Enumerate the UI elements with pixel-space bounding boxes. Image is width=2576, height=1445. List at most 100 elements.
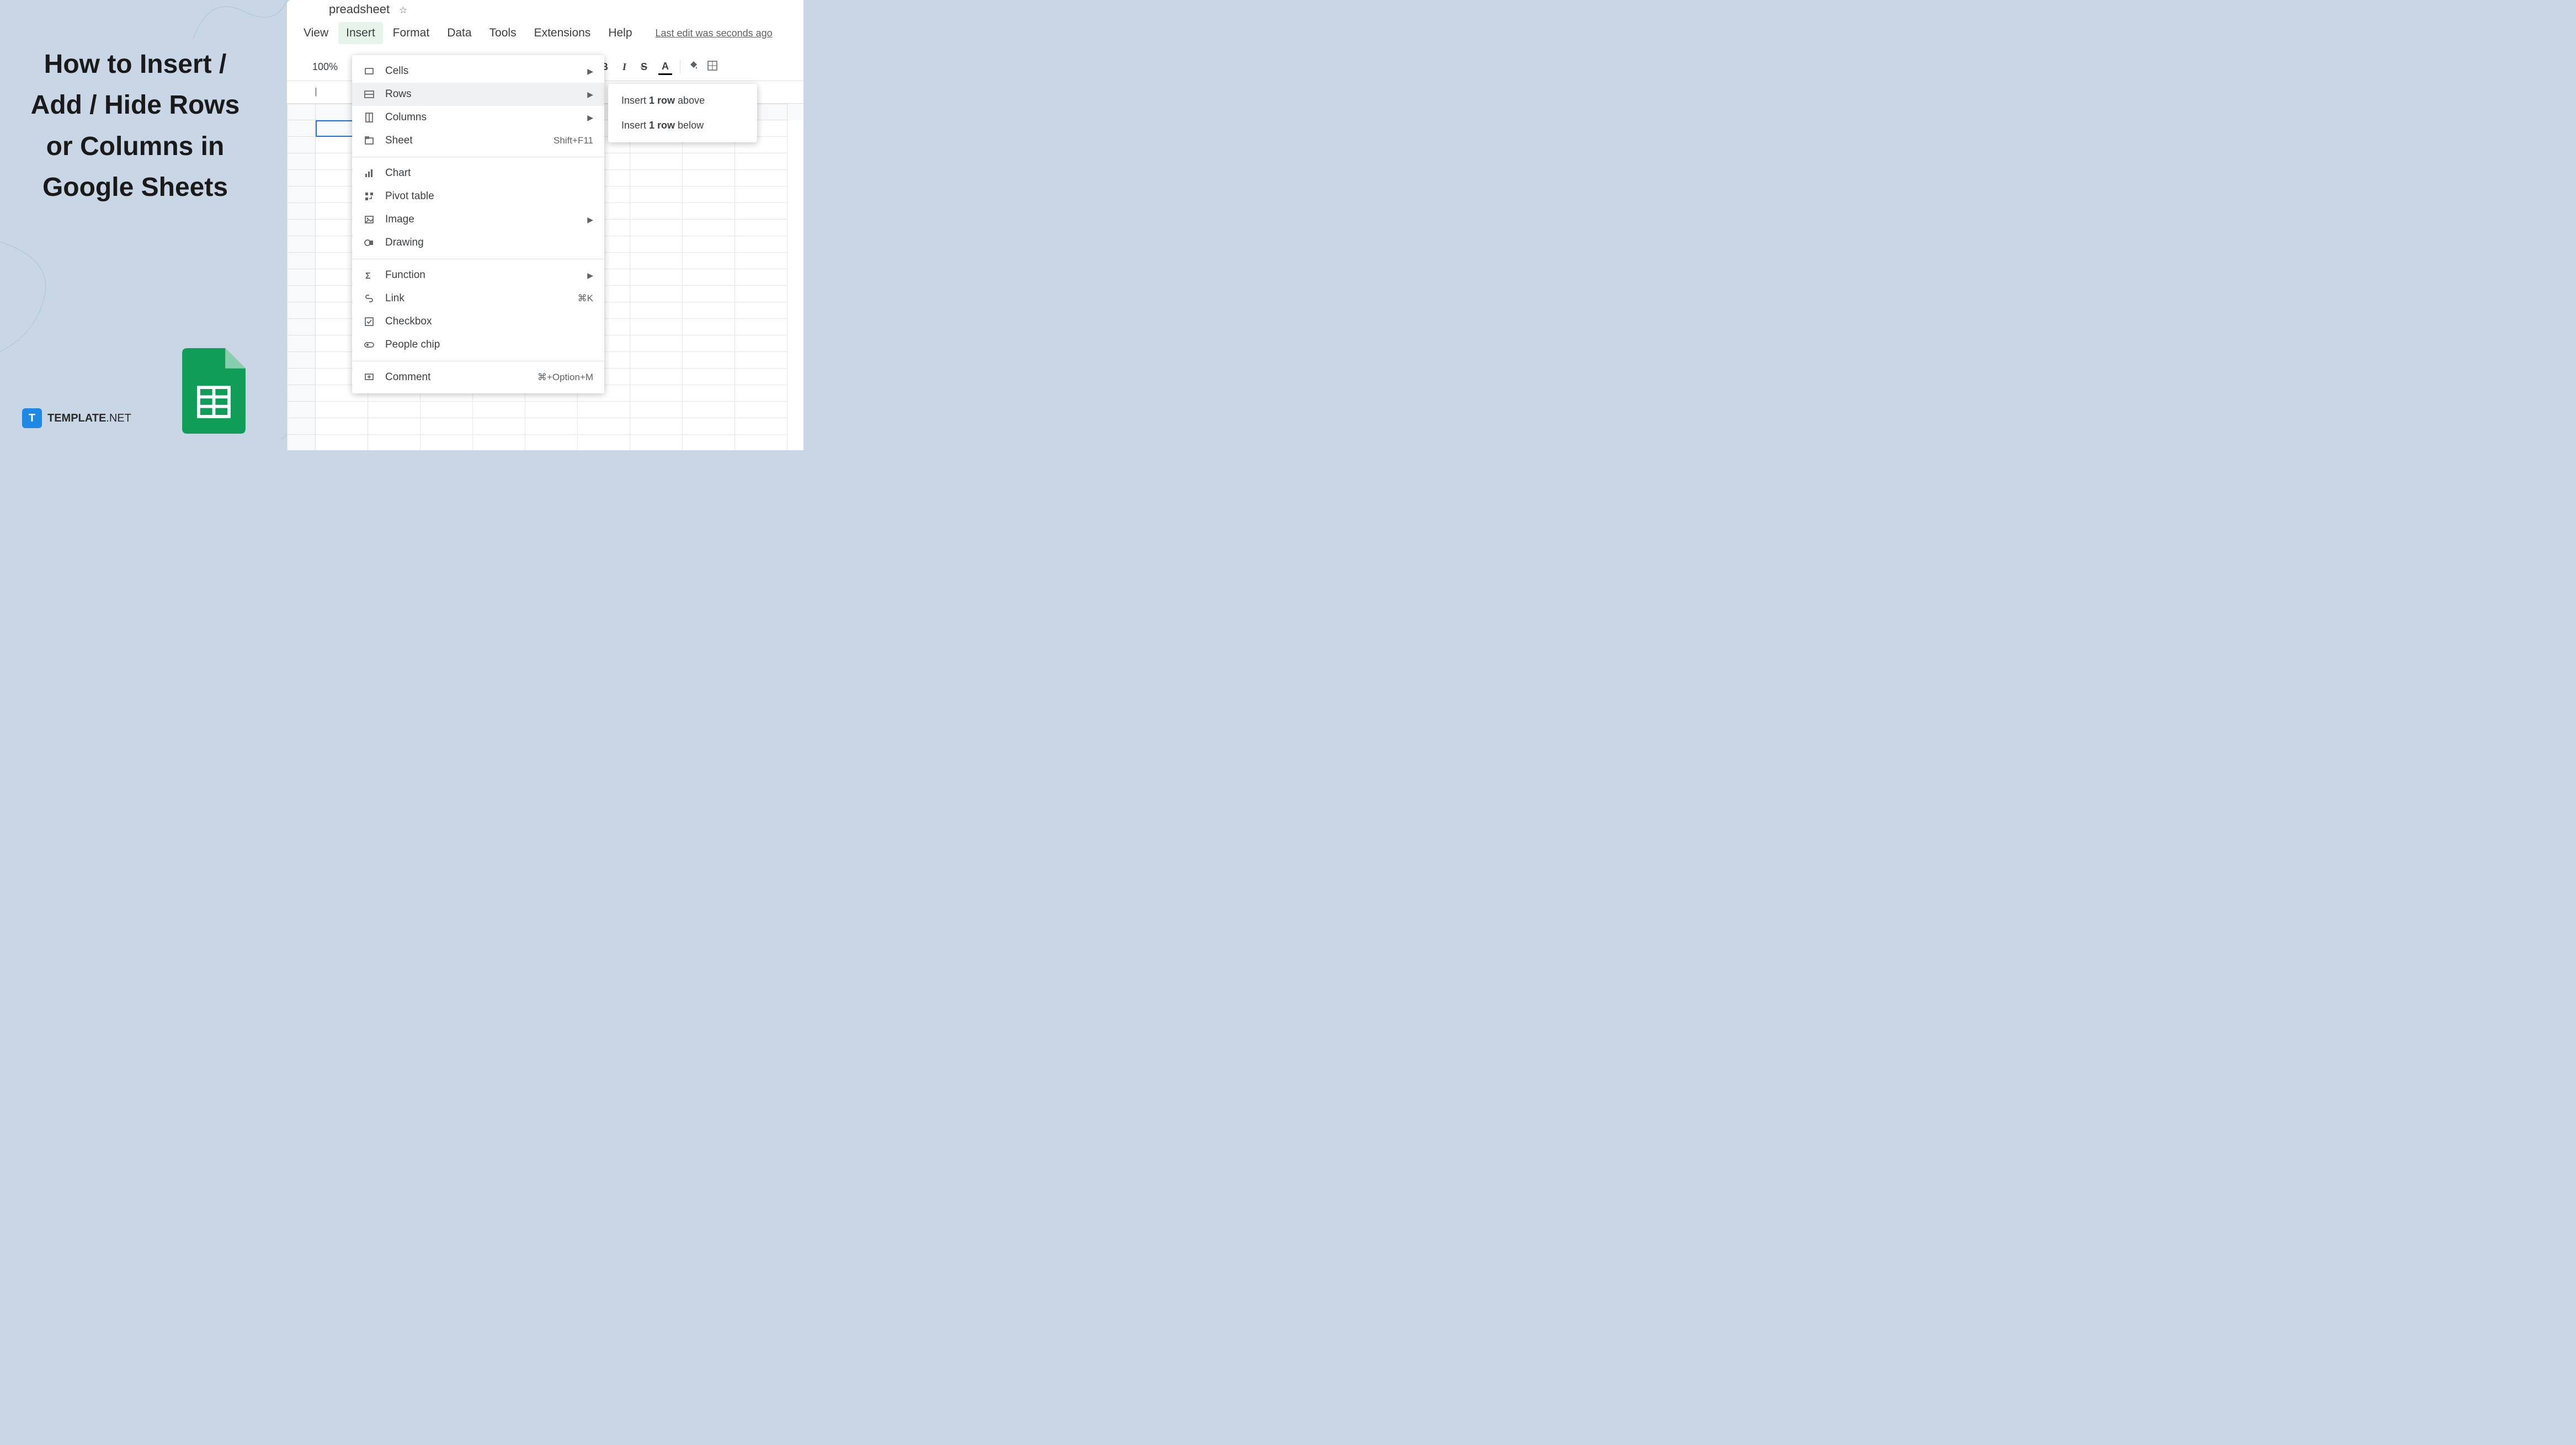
cell[interactable] (630, 319, 683, 335)
row-header[interactable] (287, 236, 316, 253)
row-header[interactable] (287, 153, 316, 170)
cell[interactable] (683, 335, 735, 352)
cell[interactable] (630, 269, 683, 286)
cell[interactable] (683, 286, 735, 302)
cell[interactable] (683, 418, 735, 435)
row-header[interactable] (287, 385, 316, 402)
cell[interactable] (735, 352, 787, 369)
row-header[interactable] (287, 286, 316, 302)
menu-item-cells[interactable]: Cells▶ (352, 60, 604, 83)
row-header[interactable] (287, 120, 316, 137)
cell[interactable] (683, 253, 735, 269)
cell[interactable] (683, 153, 735, 170)
cell[interactable] (473, 418, 525, 435)
cell[interactable] (735, 418, 787, 435)
submenu-item[interactable]: Insert 1 row below (608, 113, 757, 138)
row-header[interactable] (287, 220, 316, 236)
cell[interactable] (735, 186, 787, 203)
cell[interactable] (630, 402, 683, 418)
cell[interactable] (735, 220, 787, 236)
cell[interactable] (316, 402, 368, 418)
cell[interactable] (473, 435, 525, 450)
cell[interactable] (683, 402, 735, 418)
cell[interactable] (683, 302, 735, 319)
cell[interactable] (735, 286, 787, 302)
cell[interactable] (368, 402, 421, 418)
cell[interactable] (316, 435, 368, 450)
cell[interactable] (683, 220, 735, 236)
row-header[interactable] (287, 253, 316, 269)
menu-tools[interactable]: Tools (482, 22, 524, 44)
cell[interactable] (525, 418, 578, 435)
row-header[interactable] (287, 170, 316, 186)
text-color-button[interactable]: A (658, 58, 672, 75)
cell[interactable] (630, 286, 683, 302)
menu-item-rows[interactable]: Rows▶ (352, 83, 604, 106)
cell[interactable] (473, 402, 525, 418)
menu-item-sheet[interactable]: SheetShift+F11 (352, 129, 604, 152)
cell[interactable] (578, 402, 630, 418)
borders-icon[interactable] (707, 60, 718, 74)
row-header[interactable] (287, 369, 316, 385)
menu-item-image[interactable]: Image▶ (352, 208, 604, 231)
cell[interactable] (630, 236, 683, 253)
cell[interactable] (630, 186, 683, 203)
cell[interactable] (525, 402, 578, 418)
menu-extensions[interactable]: Extensions (526, 22, 599, 44)
last-edit-link[interactable]: Last edit was seconds ago (656, 28, 773, 39)
cell[interactable] (630, 435, 683, 450)
cell[interactable] (683, 319, 735, 335)
cell[interactable] (683, 352, 735, 369)
cell[interactable] (735, 319, 787, 335)
menu-item-chart[interactable]: Chart (352, 162, 604, 185)
cell[interactable] (630, 253, 683, 269)
menu-view[interactable]: View (296, 22, 336, 44)
cell[interactable] (683, 186, 735, 203)
cell[interactable] (630, 153, 683, 170)
menu-item-function[interactable]: ΣFunction▶ (352, 264, 604, 287)
cell[interactable] (735, 236, 787, 253)
row-header[interactable] (287, 402, 316, 418)
cell[interactable] (735, 385, 787, 402)
row-header[interactable] (287, 335, 316, 352)
cell[interactable] (630, 203, 683, 220)
row-header[interactable] (287, 186, 316, 203)
menu-item-columns[interactable]: Columns▶ (352, 106, 604, 129)
cell[interactable] (735, 369, 787, 385)
row-header[interactable] (287, 435, 316, 450)
select-all-corner[interactable] (287, 104, 316, 120)
row-header[interactable] (287, 137, 316, 153)
cell[interactable] (735, 435, 787, 450)
italic-button[interactable]: I (619, 59, 630, 75)
menu-help[interactable]: Help (600, 22, 640, 44)
row-header[interactable] (287, 203, 316, 220)
cell[interactable] (421, 418, 473, 435)
cell[interactable] (735, 203, 787, 220)
menu-insert[interactable]: Insert (338, 22, 383, 44)
row-header[interactable] (287, 352, 316, 369)
cell[interactable] (578, 435, 630, 450)
zoom-level[interactable]: 100% (312, 61, 338, 73)
cell[interactable] (630, 369, 683, 385)
cell[interactable] (630, 418, 683, 435)
cell[interactable] (683, 385, 735, 402)
menu-item-pivot-table[interactable]: Pivot table (352, 185, 604, 208)
cell[interactable] (735, 153, 787, 170)
cell[interactable] (683, 170, 735, 186)
cell[interactable] (735, 269, 787, 286)
menu-item-comment[interactable]: Comment⌘+Option+M (352, 366, 604, 389)
row-header[interactable] (287, 418, 316, 435)
cell[interactable] (630, 335, 683, 352)
cell[interactable] (630, 302, 683, 319)
cell[interactable] (525, 435, 578, 450)
cell[interactable] (683, 435, 735, 450)
cell[interactable] (630, 385, 683, 402)
menu-item-checkbox[interactable]: Checkbox (352, 310, 604, 333)
cell[interactable] (316, 418, 368, 435)
menu-item-drawing[interactable]: Drawing (352, 231, 604, 254)
cell[interactable] (683, 269, 735, 286)
cell[interactable] (683, 236, 735, 253)
cell[interactable] (735, 253, 787, 269)
menu-item-link[interactable]: Link⌘K (352, 287, 604, 310)
strikethrough-button[interactable]: S (637, 59, 651, 75)
